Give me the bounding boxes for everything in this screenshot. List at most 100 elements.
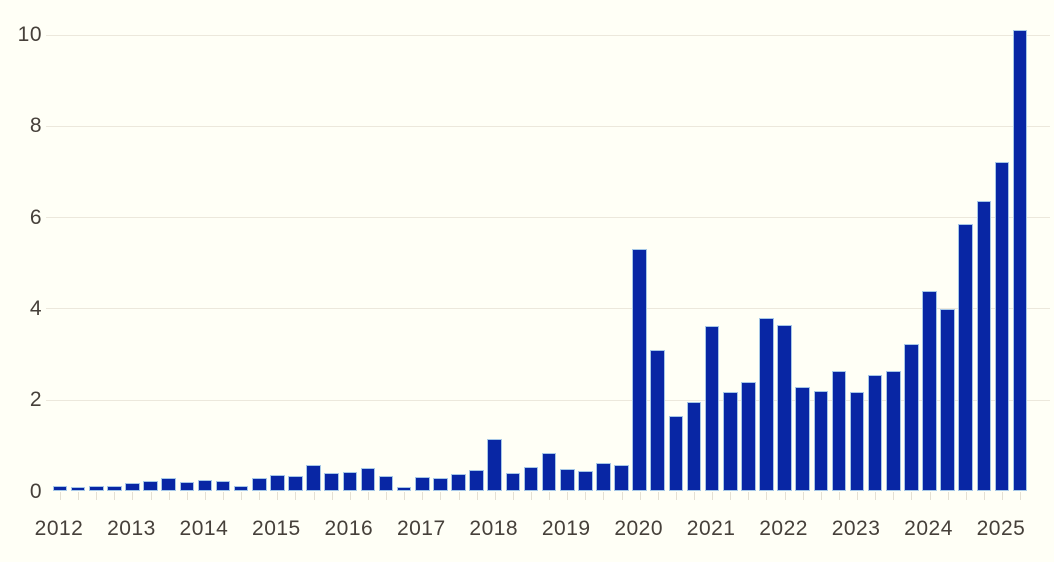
x-axis-tick (911, 492, 913, 500)
x-axis-tick (349, 492, 351, 500)
bar-2013-Q2 (143, 480, 158, 491)
x-axis-tick (983, 492, 985, 500)
bar-2017-Q4 (469, 469, 484, 491)
x-axis-year-label-2012: 2012 (34, 516, 84, 540)
x-axis-year-label-2016: 2016 (324, 516, 374, 540)
x-axis-tick (386, 492, 388, 500)
bar-2024-Q2 (940, 309, 955, 491)
x-axis-tick (331, 492, 333, 500)
x-axis-year-label-2017: 2017 (396, 516, 446, 540)
x-axis-year-label-2025: 2025 (976, 516, 1026, 540)
x-axis-tick (694, 492, 696, 500)
bar-2013-Q1 (125, 483, 140, 491)
x-axis-tick (96, 492, 98, 500)
x-axis-tick (603, 492, 605, 500)
bar-2015-Q4 (324, 473, 340, 491)
y-axis-tick-label: 8 (29, 114, 42, 138)
bar-2024-Q4 (976, 201, 992, 491)
bar-2020-Q3 (668, 416, 684, 491)
x-axis-year-label-2018: 2018 (469, 516, 519, 540)
bar-2023-Q1 (849, 392, 865, 491)
x-axis-tick (132, 492, 134, 500)
bar-2018-Q4 (541, 453, 557, 491)
bar-2015-Q2 (288, 476, 303, 491)
x-axis-tick (585, 492, 587, 500)
y-axis-tick-label: 10 (17, 23, 42, 46)
x-axis-tick (277, 492, 279, 500)
bar-2022-Q2 (795, 386, 810, 491)
bar-2017-Q2 (433, 478, 448, 491)
x-axis-year-label-2021: 2021 (686, 516, 736, 540)
bar-2020-Q2 (650, 350, 666, 491)
x-axis-year-label-2014: 2014 (179, 516, 229, 540)
bar-2016-Q1 (342, 471, 358, 491)
x-axis-tick (802, 492, 804, 500)
x-axis-year-label-2022: 2022 (759, 516, 808, 540)
x-axis-tick (639, 492, 641, 500)
bar-2016-Q4 (396, 487, 412, 491)
gridline-y-8 (46, 125, 1050, 127)
bar-2014-Q2 (215, 481, 231, 491)
bar-2022-Q1 (777, 324, 792, 491)
x-axis-year-label-2024: 2024 (904, 516, 953, 540)
bar-2015-Q3 (306, 464, 321, 491)
bar-2018-Q3 (523, 467, 539, 491)
bar-2014-Q1 (197, 479, 213, 491)
bar-2024-Q3 (958, 223, 974, 491)
x-axis-tick (1020, 492, 1022, 500)
x-axis-tick (947, 492, 949, 500)
y-axis-tick-label: 4 (29, 296, 42, 320)
x-axis-tick (204, 492, 206, 500)
x-axis-tick (114, 492, 116, 500)
bar-2015-Q1 (270, 475, 285, 491)
x-axis-year-label-2013: 2013 (107, 516, 156, 540)
bar-2014-Q3 (233, 485, 249, 491)
x-axis-tick (241, 492, 243, 500)
x-axis-year-label-2019: 2019 (541, 516, 591, 540)
bar-2020-Q4 (686, 402, 702, 491)
bar-2012-Q4 (107, 485, 122, 491)
x-axis-tick (657, 492, 659, 500)
gridline-y-2 (46, 399, 1050, 401)
x-axis-tick (530, 492, 532, 500)
x-axis-tick (476, 492, 478, 500)
x-axis-tick (60, 492, 61, 500)
bar-2023-Q2 (867, 375, 883, 491)
x-axis-tick (893, 492, 895, 500)
x-axis-tick (422, 492, 424, 500)
bar-2022-Q4 (831, 371, 847, 491)
x-axis-tick (295, 492, 297, 500)
bar-2016-Q3 (378, 476, 394, 491)
bar-2017-Q3 (451, 473, 466, 491)
x-axis-year-label-2023: 2023 (831, 516, 881, 540)
bar-2012-Q1 (52, 485, 68, 491)
gridline-y-4 (46, 308, 1050, 310)
bar-2019-Q2 (578, 471, 593, 491)
bar-2021-Q1 (704, 325, 720, 491)
x-axis-year-label-2015: 2015 (252, 516, 301, 540)
bar-2021-Q2 (722, 392, 738, 491)
x-axis-tick (549, 492, 551, 500)
bar-2013-Q3 (161, 477, 176, 491)
x-axis-tick (784, 492, 786, 500)
bar-2017-Q1 (415, 477, 430, 491)
x-axis-tick (875, 492, 877, 500)
x-axis-tick (494, 492, 496, 500)
bar-2012-Q2 (70, 487, 86, 491)
bar-2024-Q1 (922, 291, 937, 491)
x-axis-tick (259, 492, 261, 500)
y-axis-tick-label: 2 (29, 388, 42, 412)
bar-2022-Q3 (813, 391, 829, 491)
bar-2021-Q3 (741, 382, 756, 491)
x-axis-tick (820, 492, 822, 500)
x-axis-tick (223, 492, 225, 500)
y-axis-tick-label: 0 (29, 479, 42, 503)
gridline-y-6 (46, 217, 1050, 219)
bar-2023-Q3 (885, 370, 901, 491)
x-axis-tick (78, 492, 80, 500)
x-axis-tick (440, 492, 442, 500)
x-axis-tick (512, 492, 514, 500)
x-axis-tick (730, 492, 732, 500)
x-axis-tick (150, 492, 152, 500)
